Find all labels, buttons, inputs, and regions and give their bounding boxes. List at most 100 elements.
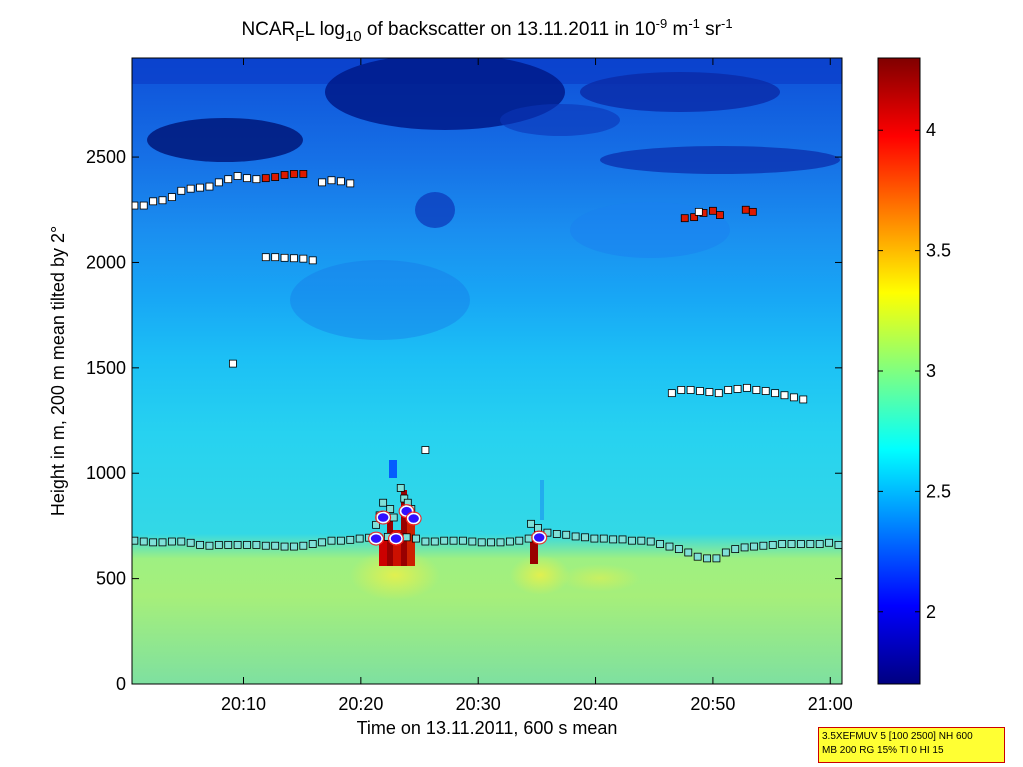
y-axis-label: Height in m, 200 m mean tilted by 2° [48, 226, 68, 516]
circle-marker-ring [405, 511, 422, 526]
circle-marker [389, 532, 403, 545]
circle-marker-ring [531, 530, 548, 545]
aerosol-layer-3-point [696, 387, 704, 395]
colorbar-tick-label: 4 [926, 120, 936, 140]
boundary-layer-top-point [778, 540, 787, 548]
boundary-layer-top-point [618, 535, 627, 544]
circle-marker-ring [375, 510, 392, 525]
y-tick-label: 500 [96, 569, 126, 589]
colorbar [877, 57, 921, 685]
boundary-layer-top-point [308, 540, 317, 548]
cloud-streak [530, 540, 538, 564]
cloud-base-detections-point [389, 513, 398, 522]
boundary-layer-top-point [139, 537, 148, 546]
dark-patch [290, 260, 470, 340]
aerosol-layer-2-point [271, 253, 280, 262]
boundary-layer-top-point [168, 537, 176, 546]
boundary-layer-top-point [721, 548, 730, 557]
boundary-layer-top-point [158, 538, 167, 547]
boundary-layer-top-point [346, 535, 355, 544]
aerosol-layer-3-point [677, 386, 686, 394]
boundary-layer-top-point [797, 540, 805, 548]
boundary-layer-top-point [402, 533, 411, 542]
isolated-points-point [421, 446, 430, 454]
upper-right-white-point [694, 207, 703, 216]
aerosol-layer-2-point [308, 256, 317, 265]
circle-marker [406, 512, 421, 525]
colorbar-tick-label: 2.5 [926, 481, 951, 501]
aerosol-layer-3-point [799, 395, 808, 404]
boundary-layer-top-point [261, 541, 270, 550]
aerosol-layer-3-point [714, 389, 723, 398]
cloud-streak [401, 490, 407, 566]
aerosol-layer-3-point [733, 385, 742, 393]
boundary-layer-top-point [750, 542, 758, 551]
aerosol-layer-1-point [243, 174, 251, 183]
cloud-streak [379, 540, 387, 566]
y-tick-label: 2500 [86, 147, 126, 167]
circle-marker [376, 511, 390, 524]
boundary-layer-top-point [674, 545, 683, 554]
aerosol-layer-3-point [705, 388, 714, 396]
upper-right-red-point [709, 206, 717, 215]
boundary-layer-top-point [552, 530, 561, 538]
dark-patch [500, 104, 620, 136]
cloud-streak [407, 520, 415, 566]
boundary-layer-top-point [825, 538, 833, 547]
boundary-layer-top-point [177, 537, 186, 546]
upper-right-red-point [690, 213, 699, 222]
boundary-layer-top-point [628, 536, 636, 545]
boundary-layer-top-point [740, 543, 749, 552]
boundary-layer-top-point [214, 540, 223, 549]
dark-patch [147, 118, 303, 162]
boundary-layer-top-point [656, 540, 664, 548]
x-tick-label: 20:10 [221, 694, 266, 714]
cloud-base-detections-point [396, 484, 405, 492]
upper-right-red-point [748, 207, 757, 216]
boundary-layer-top-point [581, 533, 589, 542]
colorbar-tick-label: 2 [926, 602, 936, 622]
x-tick-label: 20:50 [690, 694, 735, 714]
boundary-layer-top-point [318, 538, 327, 547]
surface-glow [560, 564, 640, 592]
boundary-layer-top-point [834, 540, 842, 549]
aerosol-layer-1-red-point [290, 170, 298, 178]
boundary-layer-top-point [806, 540, 815, 548]
aerosol-layer-1-point [318, 178, 327, 187]
boundary-layer-top-point [712, 554, 721, 563]
boundary-layer-top-point [412, 534, 420, 543]
y-tick-label: 1000 [86, 463, 126, 483]
cloud-base-detections-point [379, 498, 388, 507]
aerosol-layer-2-point [280, 253, 289, 262]
upper-right-red-point [716, 211, 724, 219]
colorbar-tick-label: 3.5 [926, 241, 951, 261]
boundary-layer-top-point [505, 537, 514, 546]
aerosol-layer-1-point [132, 201, 139, 210]
aerosol-layer-1-red-point [299, 170, 308, 178]
light-patch [570, 202, 730, 258]
aerosol-layer-1-point [346, 179, 355, 188]
boundary-layer-top-point [571, 532, 580, 541]
boundary-layer-top-point [355, 534, 364, 543]
boundary-layer-top-point [421, 537, 430, 546]
aerosol-layer-3-point [780, 391, 789, 400]
y-tick-label: 2000 [86, 252, 126, 272]
boundary-layer-top-point [496, 538, 505, 547]
aerosol-layer-3-point [752, 386, 761, 394]
aerosol-layer-1-point [327, 176, 336, 185]
aerosol-layer-1-red-point [261, 174, 270, 183]
dark-patch [580, 72, 780, 112]
circle-marker [532, 531, 546, 544]
boundary-layer-top-point [477, 538, 486, 547]
aerosol-layer-3-point [667, 389, 676, 398]
boundary-layer-top-point [224, 540, 233, 549]
boundary-layer-top-point [440, 536, 449, 545]
boundary-layer-top-point [815, 540, 824, 548]
boundary-layer-top-point [430, 537, 439, 546]
upper-right-red-point [680, 214, 689, 223]
colorbar-tick-label: 3 [926, 361, 936, 381]
aerosol-layer-2-point [299, 254, 308, 263]
aerosol-layer-1-point [205, 182, 214, 191]
chart-title: NCARFL log10 of backscatter on 13.11.201… [241, 16, 732, 45]
